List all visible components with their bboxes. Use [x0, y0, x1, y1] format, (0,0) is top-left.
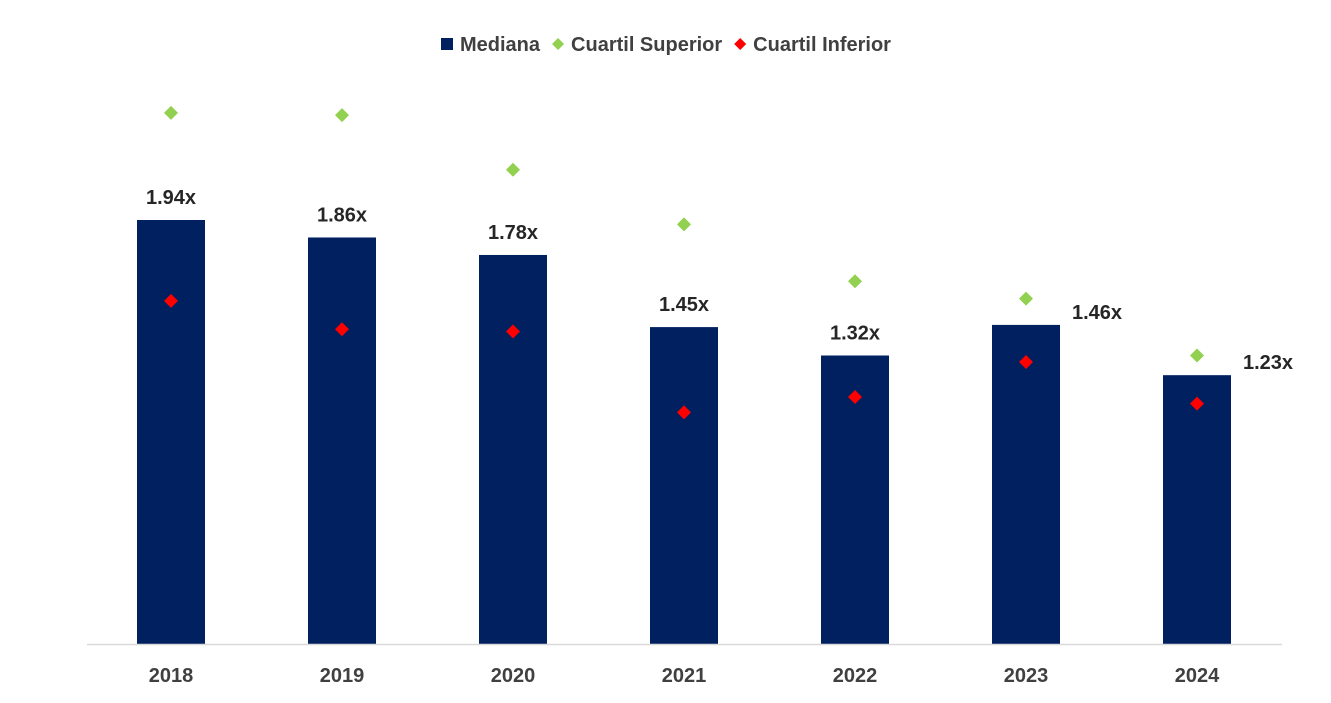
x-axis: 2018 2019 2020 2021 2022 2023 2024	[87, 643, 1282, 687]
data-label-2018: 1.94x	[146, 187, 196, 209]
x-tick-label-2018: 2018	[149, 665, 194, 687]
point-cuartil-inferior-2023	[1019, 355, 1033, 370]
x-tick-label-2022: 2022	[833, 665, 878, 687]
bar-mediana-2019	[308, 237, 376, 644]
point-cuartil-inferior-2024	[1190, 396, 1204, 411]
data-label-2023: 1.46x	[1072, 302, 1122, 324]
point-cuartil-superior-2023	[1019, 291, 1033, 306]
legend: Mediana Cuartil Superior Cuartil Inferior	[441, 34, 891, 56]
x-tick-label-2021: 2021	[662, 665, 707, 687]
bar-mediana-2020	[479, 254, 547, 645]
legend-label-cuartil-inferior: Cuartil Inferior	[753, 34, 891, 56]
legend-marker-cuartil-superior	[552, 38, 565, 50]
x-tick-label-2020: 2020	[491, 665, 536, 687]
bar-mediana-2024	[1163, 375, 1231, 644]
point-cuartil-superior-2020	[506, 162, 520, 177]
legend-item-mediana: Mediana	[441, 34, 541, 56]
data-label-2021: 1.45x	[659, 294, 709, 316]
point-cuartil-inferior-2022	[848, 390, 862, 405]
point-cuartil-inferior-2020	[506, 324, 520, 339]
point-cuartil-inferior-2021	[677, 405, 691, 420]
legend-marker-cuartil-inferior	[734, 38, 747, 50]
data-label-2024: 1.23x	[1243, 352, 1293, 374]
point-cuartil-inferior-2018	[164, 293, 178, 308]
point-cuartil-superior-2024	[1190, 348, 1204, 363]
point-cuartil-superior-2022	[848, 274, 862, 289]
bar-mediana-2018	[137, 220, 205, 644]
data-label-2020: 1.78x	[488, 222, 538, 244]
point-cuartil-superior-2021	[677, 217, 691, 232]
legend-label-cuartil-superior: Cuartil Superior	[571, 34, 722, 56]
legend-item-cuartil-inferior: Cuartil Inferior	[734, 34, 891, 56]
point-cuartil-superior-2018	[164, 105, 178, 120]
x-tick-label-2024: 2024	[1175, 665, 1220, 687]
data-label-2019: 1.86x	[317, 204, 367, 226]
data-label-2022: 1.32x	[830, 323, 880, 345]
x-tick-label-2023: 2023	[1004, 665, 1049, 687]
bar-mediana-2023	[992, 324, 1060, 644]
point-cuartil-superior-2019	[335, 108, 349, 123]
legend-marker-mediana	[441, 38, 453, 50]
plot-area: 1.94x 1.86x 1.78x 1.45x 1.32x 1.46x 1.23x	[137, 105, 1293, 645]
legend-item-cuartil-superior: Cuartil Superior	[552, 34, 722, 56]
legend-label-mediana: Mediana	[460, 34, 541, 56]
bar-mediana-2021	[650, 327, 718, 644]
x-tick-label-2019: 2019	[320, 665, 365, 687]
point-cuartil-inferior-2019	[335, 322, 349, 337]
